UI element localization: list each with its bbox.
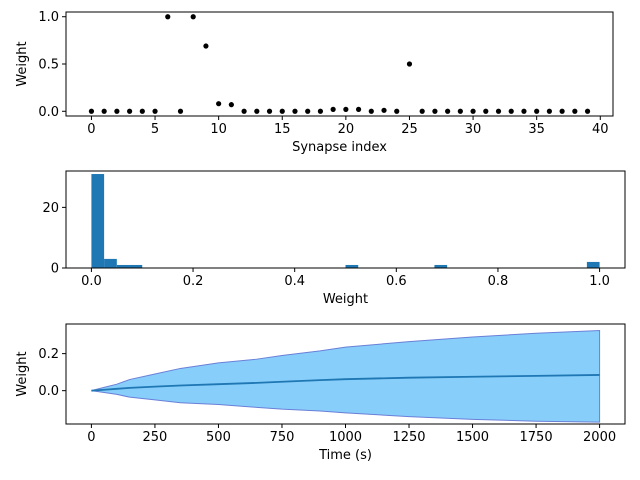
scatter-point [305,108,311,114]
histogram-chart-weights: 0.0 0.2 0.4 0.6 0.8 1.0 0 20 Weight [42,170,626,307]
scatter-point [292,108,298,114]
scatter-point [203,43,209,49]
scatter-point [508,108,514,114]
y-axis-label: Weight [15,41,30,86]
std-band-area [91,329,601,423]
histogram-bar [586,261,600,268]
scatter-point [177,108,184,114]
y-tick-label: 0.5 [38,58,59,73]
axes-frame [65,170,626,269]
y-tick-label: 0.0 [38,105,59,120]
scatter-point [127,108,133,114]
x-tick-label: 0.2 [183,274,204,289]
x-axis-label: Time (s) [318,448,372,463]
x-tick-label: 0.0 [81,274,102,289]
scatter-point [432,108,438,114]
scatter-point [152,108,158,114]
scatter-point [254,108,260,114]
x-tick-label: 500 [206,430,231,445]
x-tick-label: 0 [87,122,95,137]
x-tick-label: 15 [274,122,291,137]
y-axis-label: Weight [15,351,30,396]
histogram-bar [345,264,359,268]
scatter-point [546,108,552,114]
x-tick-label: 1750 [520,430,553,445]
mean-weight-line [91,374,600,392]
scatter-point [228,102,234,108]
histogram-bar [434,264,448,268]
histogram-bar [91,174,105,268]
x-tick-label: 25 [401,122,418,137]
scatter-point [279,108,285,114]
x-tick-label: 10 [210,122,227,137]
x-tick-label: 20 [338,122,355,137]
scatter-point [101,108,107,114]
x-tick-label: 5 [151,122,159,137]
scatter-chart-synapse-weights: 0 5 10 15 20 25 30 35 40 0.0 0.5 1.0 Synapse index We… [15,10,614,155]
scatter-point [483,108,489,114]
x-tick-label: 1500 [456,430,489,445]
x-tick-label: 2000 [583,430,616,445]
scatter-point [584,108,591,114]
scatter-point [470,108,476,114]
x-tick-label: 35 [528,122,545,137]
scatter-point [139,108,145,114]
scatter-point [241,108,247,114]
x-tick-label: 1.0 [589,274,610,289]
histogram-bar [129,264,143,268]
x-tick-label: 750 [270,430,295,445]
x-tick-label: 1250 [392,430,425,445]
axes-frame [65,11,614,117]
scatter-point [317,108,324,114]
histogram-bar [116,264,130,268]
x-tick-label: 0.8 [488,274,509,289]
scatter-point [534,108,540,114]
scatter-point [419,108,425,114]
scatter-point [266,108,273,114]
scatter-point [216,101,222,107]
scatter-point [445,108,451,114]
scatter-point [88,108,95,114]
scatter-point [457,108,463,114]
x-axis-label: Synapse index [292,140,387,155]
scatter-point [495,108,502,114]
x-tick-label: 1000 [329,430,362,445]
scatter-point [559,108,565,114]
scatter-point [381,107,387,113]
area-chart-weight-over-time: 0 250 500 750 1000 1250 1500 1750 2000 0.0 0.2 Time… [15,323,626,463]
scatter-point [190,14,196,20]
y-tick-label: 0.0 [38,384,59,399]
scatter-point [330,106,336,112]
y-tick-label: 1.0 [38,10,59,25]
histogram-bar [104,258,117,268]
y-tick-label: 0.2 [38,347,59,362]
x-tick-label: 250 [143,430,168,445]
scatter-point [394,108,400,114]
scatter-point [572,108,578,114]
scatter-point [355,106,362,112]
x-tick-label: 0.4 [284,274,305,289]
scatter-point [368,108,374,114]
x-tick-label: 0 [87,430,95,445]
y-tick-label: 20 [42,201,59,216]
scatter-point [114,108,120,114]
x-tick-label: 0.6 [386,274,407,289]
x-tick-label: 40 [592,122,609,137]
scatter-point [165,14,171,20]
scatter-point [521,108,527,114]
y-tick-label: 0 [51,262,59,277]
x-axis-label: Weight [323,292,368,307]
scatter-point [406,61,413,67]
scatter-point [343,106,349,112]
x-tick-label: 30 [465,122,482,137]
